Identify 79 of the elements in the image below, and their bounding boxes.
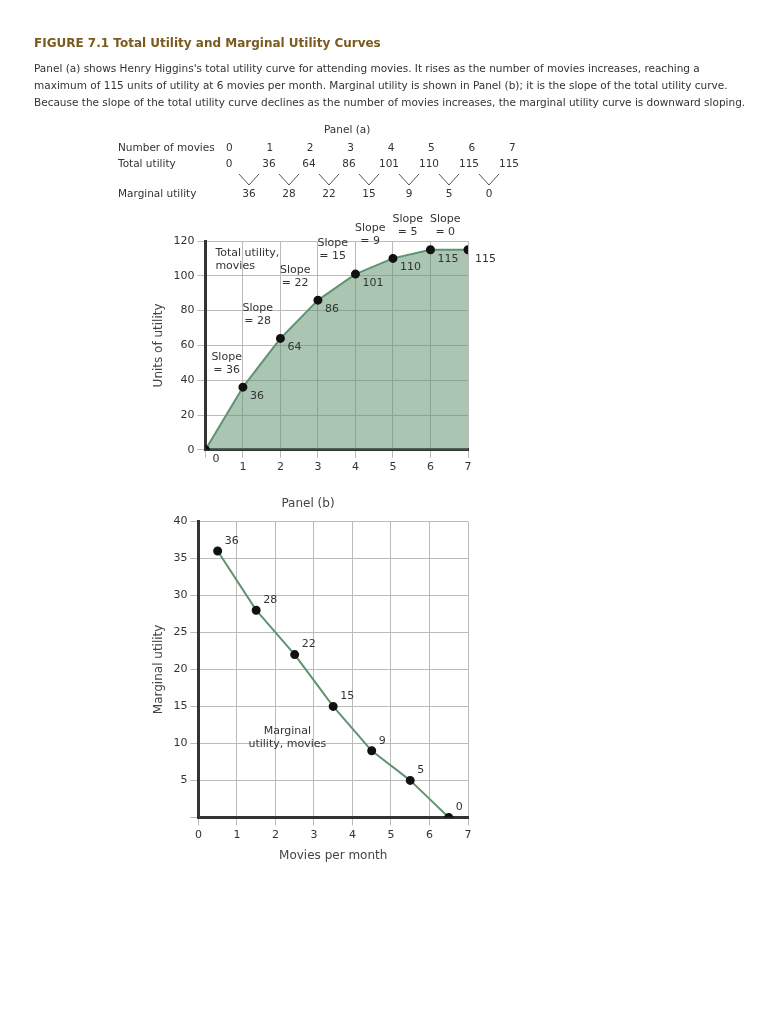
x-tick-label: 6: [426, 460, 434, 474]
data-label: 101: [362, 275, 384, 289]
y-tick-label: 20: [173, 662, 188, 676]
y-tick-label: 0: [187, 442, 195, 456]
data-label: 5: [417, 763, 425, 777]
chart-title: Panel (b): [281, 496, 335, 511]
x-tick-label: 7: [464, 827, 472, 841]
text: Slope = 5: [392, 212, 424, 239]
y-tick-label: 25: [173, 625, 188, 639]
y-tick-label: 40: [180, 373, 195, 387]
data-label: 110: [399, 260, 421, 274]
text: Panel (a) shows Henry Higgins's total utility curve for attending movies. It rises as the number of movies increases, reaching a maximum of 115 units of utility at 6 movies per month. Marginal utility is shown in Panel (b); it is the slope of the total utility curve. Because the slope of the total utility curve declines as the number of movies increases, the marginal utility curve is downward sloping.: [34, 61, 747, 110]
annotation: Slope = 9: [354, 220, 386, 247]
y-tick-label: 30: [173, 588, 188, 602]
text: 86: [341, 157, 357, 169]
data-label: 9: [378, 733, 386, 747]
x-tick-label: 4: [351, 460, 359, 474]
text: 64: [301, 157, 317, 169]
x-tick-label: 3: [314, 460, 322, 474]
data-label: 0: [455, 800, 463, 814]
text: 110: [417, 157, 440, 169]
y-tick-label: 15: [173, 699, 188, 713]
annotation: Slope = 15: [317, 236, 349, 263]
x-tick-label: 5: [387, 827, 395, 841]
annotation: Slope = 36: [211, 349, 243, 376]
text: 101: [377, 157, 400, 169]
annotation: Total utility, movies: [214, 245, 280, 272]
y-tick-label: 20: [180, 407, 195, 421]
data-label: 86: [324, 302, 339, 316]
text: 115: [497, 157, 520, 169]
y-tick-label: 100: [173, 268, 195, 282]
y-axis-title: Units of utility: [151, 303, 166, 388]
text: 22: [321, 187, 337, 199]
annotation: Slope = 28: [242, 300, 274, 327]
text: 36: [241, 187, 257, 199]
y-tick-label: 40: [173, 514, 188, 528]
text: 9: [404, 187, 414, 199]
x-axis-title: Movies per month: [279, 847, 388, 862]
text: Slope = 0: [429, 212, 461, 239]
text: 5: [444, 187, 454, 199]
data-label: 36: [224, 533, 239, 547]
data-label: 28: [263, 593, 278, 607]
data-label: 22: [301, 637, 316, 651]
data-label: 0: [212, 451, 220, 465]
text: Panel (a): [324, 123, 371, 135]
x-tick-label: 4: [348, 827, 356, 841]
data-label: 15: [340, 689, 355, 703]
x-tick-label: 7: [464, 460, 472, 474]
x-tick-label: 1: [233, 827, 241, 841]
text: 0: [484, 187, 494, 199]
annotation: Marginal utility, movies: [248, 723, 327, 750]
data-label: 115: [475, 251, 496, 265]
x-tick-label: 1: [239, 460, 247, 474]
text: Total utility: [118, 157, 176, 169]
text: 0: [224, 157, 234, 169]
text: 15: [361, 187, 377, 199]
x-tick-label: 2: [276, 460, 284, 474]
data-label: 36: [249, 389, 264, 403]
text: Number of movies: [118, 141, 215, 153]
y-axis-title: Marginal utility: [151, 624, 166, 715]
text: 115: [457, 157, 480, 169]
x-tick-label: 3: [310, 827, 318, 841]
data-label: 64: [287, 340, 302, 354]
annotation: Slope = 22: [279, 262, 311, 289]
y-tick-label: 35: [173, 551, 188, 565]
text: 0 1 2 3 4 5 6 7: [226, 141, 516, 153]
y-tick-label: 10: [173, 736, 188, 750]
text: 28: [281, 187, 297, 199]
y-tick-label: 60: [180, 338, 195, 352]
x-tick-label: 6: [425, 827, 433, 841]
text: 36: [261, 157, 277, 169]
y-tick-label: 120: [173, 233, 195, 247]
text: FIGURE 7.1 Total Utility and Marginal Utility Curves: [34, 36, 382, 50]
text: Marginal utility: [118, 187, 197, 199]
y-tick-label: 80: [180, 303, 195, 317]
x-tick-label: 5: [389, 460, 397, 474]
y-tick-label: 5: [180, 773, 188, 787]
data-label: 115: [437, 251, 459, 265]
x-tick-label: 2: [271, 827, 279, 841]
